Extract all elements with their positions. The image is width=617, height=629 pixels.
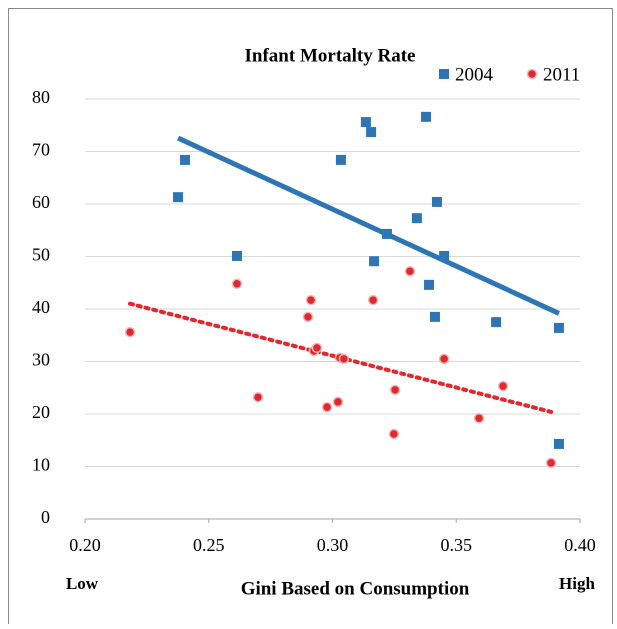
point [429,311,440,322]
x-tick-label: 0.40 [564,535,596,555]
point [311,342,323,354]
y-tick-label: 10 [32,455,50,475]
legend-marker [526,68,538,80]
x-tick-label: 0.30 [317,535,349,555]
points [124,111,564,469]
point [302,311,314,323]
point [404,265,416,277]
y-tick-label: 60 [32,192,50,212]
point [360,117,371,128]
annotation: High [559,574,595,593]
x-tick-label: 0.35 [441,535,473,555]
trendline [177,135,561,316]
grid [84,98,581,523]
annotation: Low [66,574,99,593]
point [553,438,564,449]
x-axis-title: Gini Based on Consumption [241,578,470,599]
point [553,322,564,333]
y-tick-label: 30 [32,350,50,370]
point [381,228,392,239]
point [431,196,442,207]
point [411,213,422,224]
point [332,396,344,408]
y-tick-label: 40 [32,297,50,317]
point [438,353,450,365]
point [366,127,377,138]
point [179,154,190,165]
point [389,384,401,396]
point [338,353,350,365]
point [173,192,184,203]
point [321,401,333,413]
point [545,457,557,469]
point [369,256,380,267]
y-tick-label: 20 [32,402,50,422]
legend-label: 2004 [455,64,494,85]
point [231,278,243,290]
point [388,428,400,440]
point [231,250,242,261]
chart-title: Infant Mortalty Rate [245,45,416,66]
point [491,317,502,328]
legend-marker [439,69,449,79]
point [367,294,379,306]
y-tick-label: 50 [32,245,50,265]
point [305,294,317,306]
trendlines [128,135,561,414]
y-tick-label: 80 [32,87,50,107]
point [497,380,509,392]
point [473,412,485,424]
point [421,111,432,122]
point [124,326,136,338]
point [252,391,264,403]
point [439,250,450,261]
point [335,154,346,165]
legend-label: 2011 [543,64,580,85]
x-tick-label: 0.25 [193,535,225,555]
y-tick-label: 70 [32,140,50,160]
x-tick-label: 0.20 [69,535,101,555]
y-tick-label: 0 [41,507,50,527]
point [424,279,435,290]
